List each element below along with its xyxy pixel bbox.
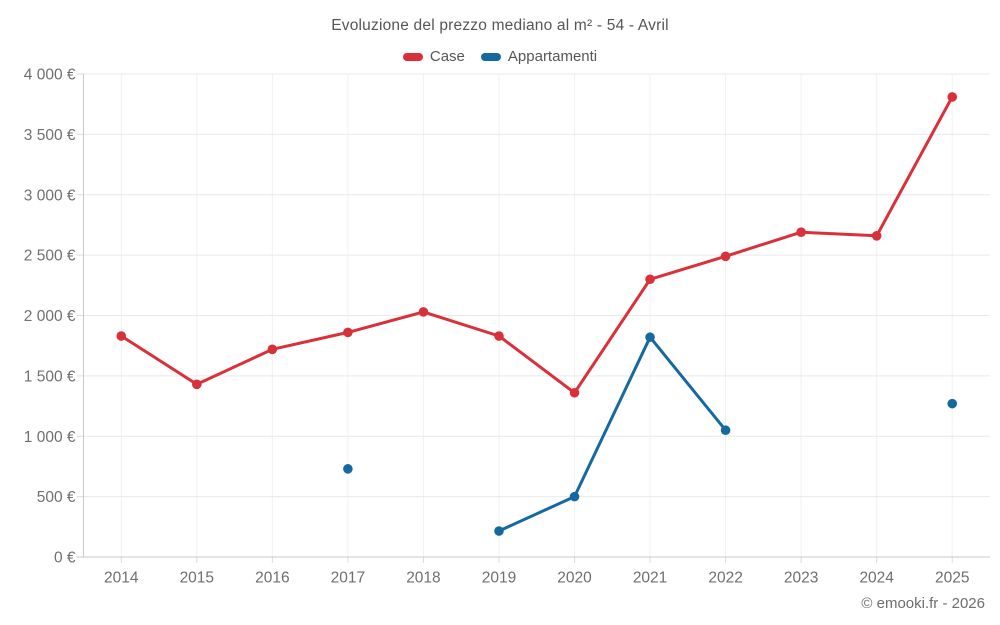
y-axis-label: 4 000 € xyxy=(24,67,76,84)
legend-item-case[interactable]: Case xyxy=(402,48,465,65)
case-point-2017[interactable] xyxy=(343,327,353,338)
x-axis-label: 2015 xyxy=(180,570,214,587)
x-axis-label: 2017 xyxy=(331,570,365,587)
y-axis-label: 1 000 € xyxy=(24,429,76,446)
copyright-text: © emooki.fr - 2026 xyxy=(861,595,985,612)
y-axis-label: 0 € xyxy=(54,550,76,567)
case-point-2025[interactable] xyxy=(947,92,958,102)
y-axis-label: 1 500 € xyxy=(24,368,76,385)
legend-label-appartamenti: Appartamenti xyxy=(507,48,598,65)
x-axis-label: 2021 xyxy=(633,570,667,587)
appartamenti-point-2020[interactable] xyxy=(569,491,580,502)
case-line xyxy=(119,95,954,395)
case-point-2018[interactable] xyxy=(418,307,429,317)
case-point-2021[interactable] xyxy=(645,274,655,285)
case-point-2024[interactable] xyxy=(871,231,882,241)
case-point-2020[interactable] xyxy=(569,387,580,398)
appartamenti-line xyxy=(497,335,728,533)
x-axis-label: 2024 xyxy=(859,570,894,587)
x-axis-label: 2018 xyxy=(406,570,440,587)
legend-label-case: Case xyxy=(429,48,465,65)
case-point-2014[interactable] xyxy=(116,331,127,341)
chart-title: Evoluzione del prezzo mediano al m² - 54… xyxy=(331,17,669,34)
y-axis-label: 3 000 € xyxy=(24,187,76,204)
case-point-2015[interactable] xyxy=(192,379,202,390)
x-axis-label: 2016 xyxy=(255,570,289,587)
y-axis-label: 500 € xyxy=(37,489,76,506)
x-axis-label: 2020 xyxy=(557,570,592,587)
appartamenti-point-2021[interactable] xyxy=(645,332,655,343)
legend-item-appartamenti[interactable]: Appartamenti xyxy=(480,48,598,65)
chart-legend: Case Appartamenti xyxy=(0,48,1000,65)
case-point-2019[interactable] xyxy=(494,331,504,341)
y-axis-label: 2 500 € xyxy=(24,248,76,265)
case-point-2023[interactable] xyxy=(796,227,806,237)
case-legend-swatch-icon xyxy=(402,52,423,61)
appartamenti-legend-swatch-icon xyxy=(480,52,501,61)
case-point-2022[interactable] xyxy=(720,251,731,262)
appartamenti-point-2019[interactable] xyxy=(494,526,504,536)
case-point-2016[interactable] xyxy=(267,344,278,355)
y-axis-label: 2 000 € xyxy=(24,308,76,325)
y-axis-label: 3 500 € xyxy=(24,127,76,144)
x-axis-label: 2023 xyxy=(784,570,818,587)
x-axis-label: 2014 xyxy=(104,570,139,587)
appartamenti-point-2017[interactable] xyxy=(343,464,353,474)
x-axis-label: 2019 xyxy=(482,570,516,587)
appartamenti-point-2022[interactable] xyxy=(720,425,731,436)
appartamenti-point-2025[interactable] xyxy=(947,398,958,409)
x-axis-label: 2025 xyxy=(935,570,969,587)
x-axis-label: 2022 xyxy=(708,570,742,587)
